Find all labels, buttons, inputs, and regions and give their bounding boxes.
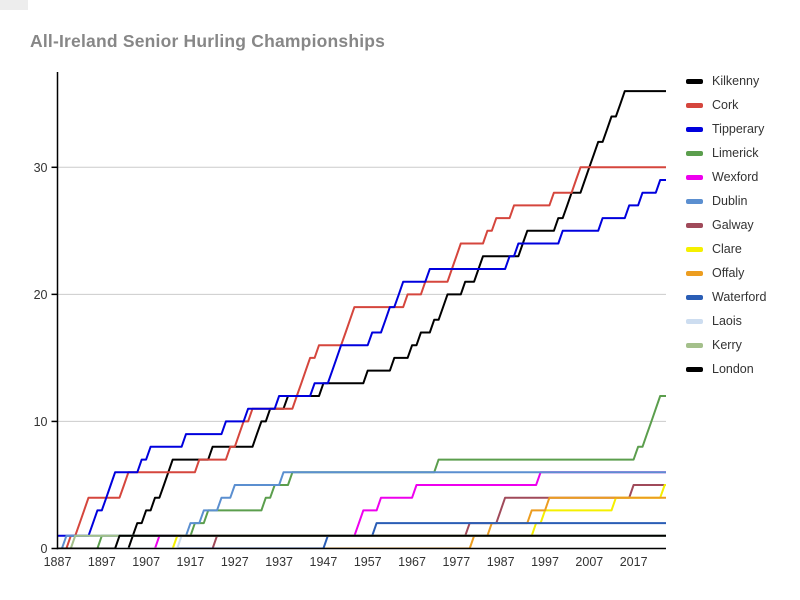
legend-swatch-laois <box>686 318 703 324</box>
screen-artifact-strip <box>0 0 28 10</box>
legend-label: Dublin <box>712 194 748 208</box>
legend-swatch-waterford <box>686 294 703 300</box>
series-line-kilkenny <box>57 90 666 549</box>
legend-label: London <box>712 362 754 376</box>
x-tick-label-1977: 1977 <box>442 555 470 569</box>
series-line-kerry <box>57 534 666 549</box>
x-tick-label-1967: 1967 <box>398 555 426 569</box>
legend-swatch-limerick <box>686 150 703 156</box>
legend-swatch-galway <box>686 222 703 228</box>
legend-label: Wexford <box>712 170 759 184</box>
series-line-laois <box>57 534 666 549</box>
legend-label: Galway <box>712 218 754 232</box>
legend-swatch-kerry <box>686 342 703 348</box>
legend-label: Tipperary <box>712 122 765 136</box>
legend-item-london: London <box>686 357 796 381</box>
legend-item-dublin: Dublin <box>686 189 796 213</box>
legend-item-kerry: Kerry <box>686 333 796 357</box>
x-tick-label-1957: 1957 <box>354 555 382 569</box>
legend-label: Clare <box>712 242 742 256</box>
legend-label: Kerry <box>712 338 742 352</box>
legend-swatch-cork <box>686 102 703 108</box>
legend-label: Kilkenny <box>712 74 760 88</box>
x-tick-label-1927: 1927 <box>221 555 249 569</box>
legend-item-offaly: Offaly <box>686 261 796 285</box>
x-tick-label-1907: 1907 <box>132 555 160 569</box>
x-tick-label-2007: 2007 <box>575 555 603 569</box>
legend-item-cork: Cork <box>686 93 796 117</box>
x-tick-label-1987: 1987 <box>487 555 515 569</box>
legend-item-tipperary: Tipperary <box>686 117 796 141</box>
y-tick-label-20: 20 <box>34 288 48 302</box>
legend-label: Limerick <box>712 146 759 160</box>
legend-label: Offaly <box>712 266 745 280</box>
series-line-tipperary <box>57 179 666 541</box>
x-tick-label-1917: 1917 <box>177 555 205 569</box>
legend-item-clare: Clare <box>686 237 796 261</box>
x-tick-label-1887: 1887 <box>44 555 72 569</box>
legend-item-galway: Galway <box>686 213 796 237</box>
legend-swatch-kilkenny <box>686 78 703 84</box>
legend-swatch-offaly <box>686 270 703 276</box>
legend-swatch-clare <box>686 246 703 252</box>
legend-item-laois: Laois <box>686 309 796 333</box>
series-line-cork <box>57 166 666 549</box>
y-tick-label-30: 30 <box>34 161 48 175</box>
series-line-london <box>57 534 666 549</box>
legend-label: Laois <box>712 314 742 328</box>
legend-item-limerick: Limerick <box>686 141 796 165</box>
legend-item-wexford: Wexford <box>686 165 796 189</box>
legend-swatch-london <box>686 366 703 372</box>
series-line-clare <box>57 484 666 549</box>
legend-swatch-dublin <box>686 198 703 204</box>
chart-title: All-Ireland Senior Hurling Championships <box>30 31 386 51</box>
legend-item-waterford: Waterford <box>686 285 796 309</box>
legend-item-kilkenny: Kilkenny <box>686 69 796 93</box>
series-line-galway <box>57 484 666 549</box>
y-tick-label-0: 0 <box>41 542 48 556</box>
y-tick-label-10: 10 <box>34 415 48 429</box>
legend-label: Cork <box>712 98 739 112</box>
legend-label: Waterford <box>712 290 767 304</box>
x-tick-label-1997: 1997 <box>531 555 559 569</box>
x-tick-label-1897: 1897 <box>88 555 116 569</box>
x-tick-label-1947: 1947 <box>310 555 338 569</box>
legend-swatch-wexford <box>686 174 703 180</box>
x-tick-label-2017: 2017 <box>620 555 648 569</box>
chart-legend: Kilkenny Cork Tipperary Limerick Wexford Dubl… <box>686 69 796 381</box>
x-tick-label-1937: 1937 <box>265 555 293 569</box>
legend-swatch-tipperary <box>686 126 703 132</box>
